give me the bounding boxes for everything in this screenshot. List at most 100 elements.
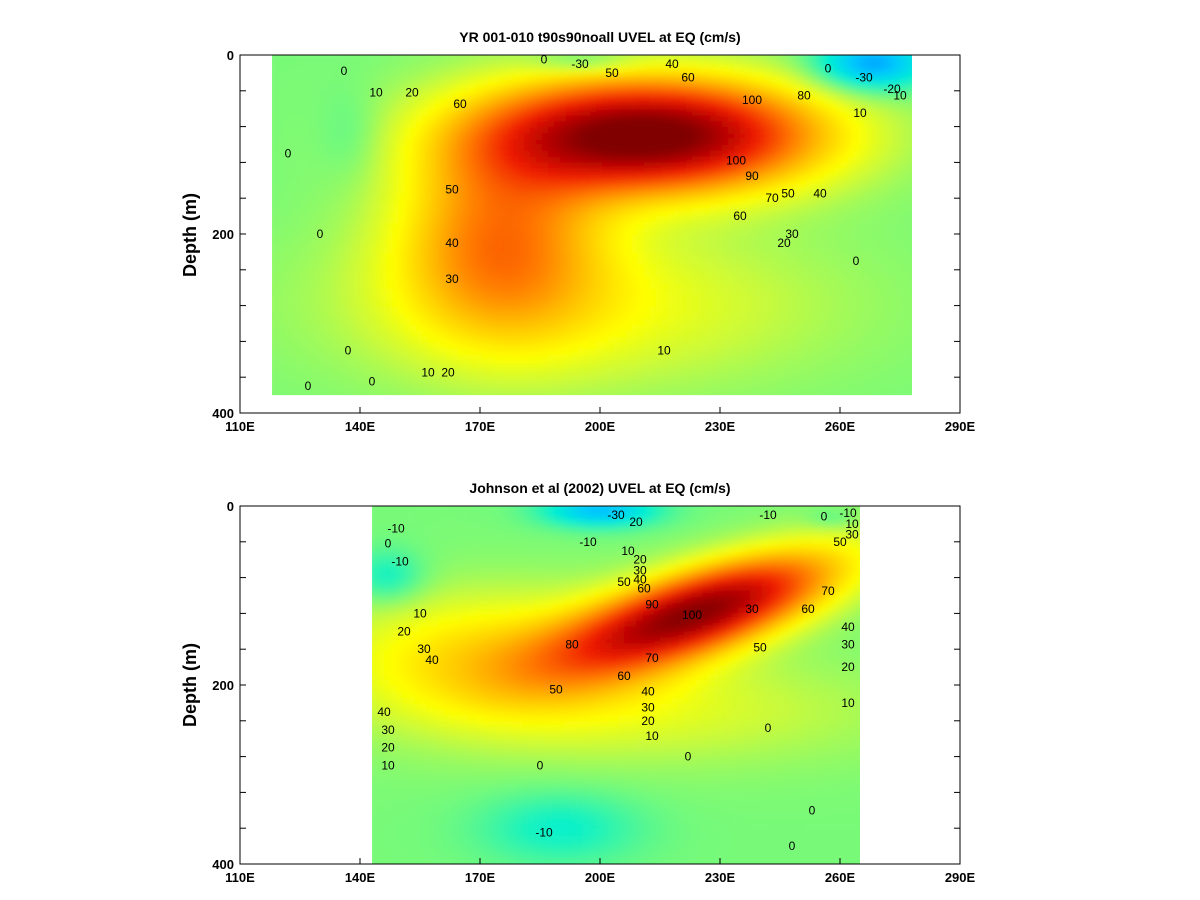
field-cell bbox=[296, 145, 303, 152]
field-cell bbox=[368, 271, 375, 278]
field-cell bbox=[716, 283, 723, 290]
field-cell bbox=[614, 73, 621, 80]
field-cell bbox=[584, 187, 591, 194]
field-cell bbox=[464, 151, 471, 158]
field-cell bbox=[368, 319, 375, 326]
field-cell bbox=[488, 163, 495, 170]
field-cell bbox=[716, 163, 723, 170]
field-cell bbox=[722, 325, 729, 332]
field-cell bbox=[404, 277, 411, 284]
field-cell bbox=[728, 73, 735, 80]
field-cell bbox=[464, 283, 471, 290]
field-cell bbox=[380, 397, 387, 404]
field-cell bbox=[458, 163, 465, 170]
field-cell bbox=[356, 121, 363, 128]
field-cell bbox=[284, 337, 291, 344]
field-cell bbox=[680, 73, 687, 80]
field-cell bbox=[470, 391, 477, 396]
field-cell bbox=[530, 211, 537, 218]
field-cell bbox=[596, 283, 603, 290]
field-cell bbox=[464, 103, 471, 110]
field-cell bbox=[524, 97, 531, 104]
field-cell bbox=[686, 217, 693, 224]
field-cell bbox=[362, 271, 369, 278]
field-cell bbox=[440, 349, 447, 356]
field-cell bbox=[536, 121, 543, 128]
field-cell bbox=[680, 247, 687, 254]
field-cell bbox=[320, 181, 327, 188]
field-cell bbox=[728, 133, 735, 140]
field-cell bbox=[614, 175, 621, 182]
field-cell bbox=[452, 229, 459, 236]
field-cell bbox=[662, 211, 669, 218]
field-cell bbox=[308, 199, 315, 206]
field-cell bbox=[518, 355, 525, 362]
field-cell bbox=[656, 319, 663, 326]
field-cell bbox=[470, 313, 477, 320]
field-cell bbox=[770, 79, 777, 86]
field-cell bbox=[674, 175, 681, 182]
field-cell bbox=[278, 109, 285, 116]
field-cell bbox=[650, 61, 657, 68]
field-cell bbox=[278, 67, 285, 74]
field-cell bbox=[530, 169, 537, 176]
field-cell bbox=[734, 97, 741, 104]
field-cell bbox=[542, 103, 549, 110]
field-cell bbox=[542, 259, 549, 266]
field-cell bbox=[740, 271, 747, 278]
field-cell bbox=[542, 217, 549, 224]
field-cell bbox=[434, 181, 441, 188]
field-cell bbox=[554, 235, 561, 242]
field-cell bbox=[548, 307, 555, 314]
field-cell bbox=[272, 349, 279, 356]
field-cell bbox=[398, 103, 405, 110]
field-cell bbox=[584, 271, 591, 278]
field-cell bbox=[458, 127, 465, 134]
field-cell bbox=[272, 337, 279, 344]
field-cell bbox=[452, 259, 459, 266]
field-cell bbox=[374, 55, 381, 62]
field-cell bbox=[590, 127, 597, 134]
field-cell bbox=[272, 61, 273, 68]
field-cell bbox=[476, 325, 483, 332]
field-cell bbox=[596, 127, 603, 134]
field-cell bbox=[446, 199, 453, 206]
field-cell bbox=[608, 259, 615, 266]
field-cell bbox=[740, 331, 747, 338]
field-cell bbox=[620, 247, 627, 254]
field-cell bbox=[440, 325, 447, 332]
field-cell bbox=[632, 193, 639, 200]
field-cell bbox=[452, 193, 459, 200]
field-cell bbox=[686, 181, 693, 188]
field-cell bbox=[392, 163, 399, 170]
field-cell bbox=[470, 127, 477, 134]
field-cell bbox=[302, 55, 309, 62]
field-cell bbox=[440, 241, 447, 248]
field-cell bbox=[668, 193, 675, 200]
field-cell bbox=[398, 151, 405, 158]
field-cell bbox=[548, 247, 555, 254]
field-cell bbox=[338, 301, 345, 308]
field-cell bbox=[704, 385, 711, 392]
field-cell bbox=[356, 217, 363, 224]
field-cell bbox=[488, 379, 495, 386]
field-cell bbox=[758, 367, 765, 374]
field-cell bbox=[428, 307, 435, 314]
field-cell bbox=[560, 247, 567, 254]
field-cell bbox=[530, 151, 537, 158]
field-cell bbox=[524, 289, 531, 296]
field-cell bbox=[764, 157, 771, 164]
field-cell bbox=[620, 121, 627, 128]
field-cell bbox=[470, 97, 477, 104]
field-cell bbox=[302, 367, 309, 374]
field-cell bbox=[590, 271, 597, 278]
field-cell bbox=[734, 145, 741, 152]
field-cell bbox=[416, 373, 423, 380]
field-cell bbox=[482, 229, 489, 236]
field-cell bbox=[680, 241, 687, 248]
field-cell bbox=[410, 349, 417, 356]
field-cell bbox=[650, 127, 657, 134]
field-cell bbox=[458, 139, 465, 146]
field-cell bbox=[332, 385, 339, 392]
field-cell bbox=[584, 253, 591, 260]
